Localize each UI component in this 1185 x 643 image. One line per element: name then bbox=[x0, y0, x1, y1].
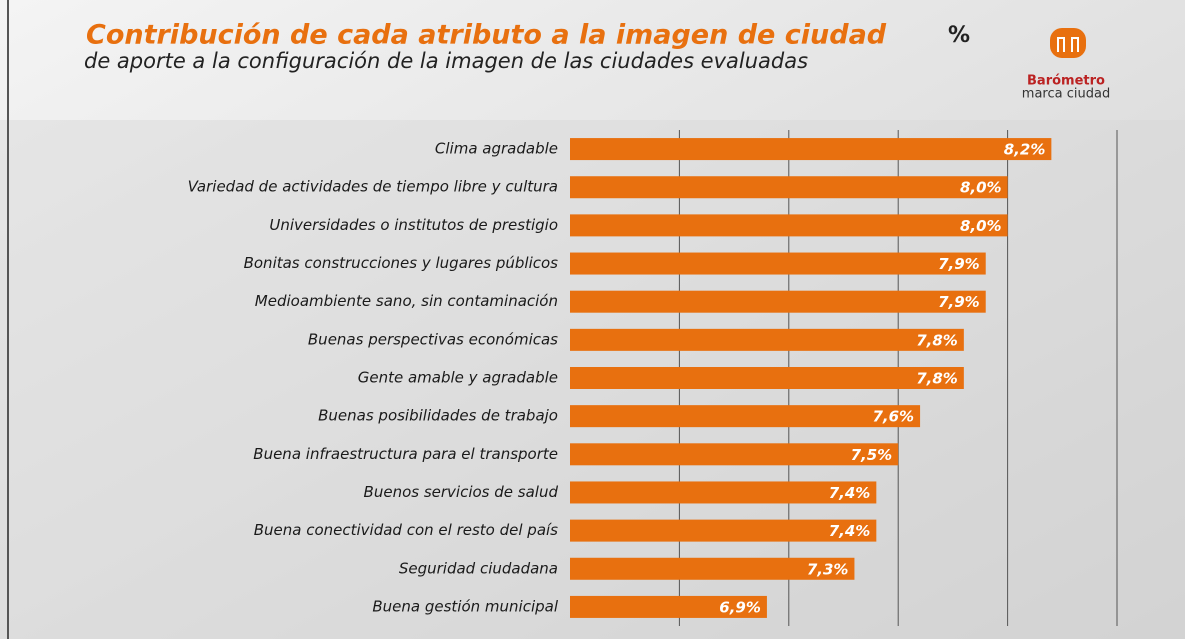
category-label: Buena infraestructura para el transporte bbox=[253, 445, 558, 463]
bar bbox=[570, 214, 1008, 237]
category-label: Bonitas construcciones y lugares público… bbox=[244, 254, 559, 272]
value-label: 8,0% bbox=[960, 179, 1002, 197]
value-label: 8,2% bbox=[1004, 141, 1046, 159]
subtitle-box: de aporte a la configuración de la image… bbox=[84, 50, 809, 73]
value-label: 7,9% bbox=[938, 255, 980, 273]
value-label: 7,6% bbox=[872, 408, 914, 426]
bar bbox=[570, 176, 1008, 199]
category-label: Buenos servicios de salud bbox=[364, 483, 559, 501]
bar bbox=[570, 557, 855, 580]
bar bbox=[570, 595, 767, 618]
category-label: Medioambiente sano, sin contaminación bbox=[255, 292, 558, 310]
bar bbox=[570, 519, 877, 542]
bar bbox=[570, 367, 964, 389]
bar bbox=[570, 252, 986, 275]
bar bbox=[570, 328, 964, 351]
value-label: 7,4% bbox=[829, 522, 871, 540]
category-label: Buenas perspectivas económicas bbox=[308, 330, 558, 348]
bar bbox=[570, 405, 921, 428]
category-label: Variedad de actividades de tiempo libre … bbox=[188, 178, 558, 196]
category-label: Buenas posibilidades de trabajo bbox=[318, 407, 558, 425]
logo-tagline: marca ciudad bbox=[1022, 87, 1110, 102]
chart-title: Contribución de cada atributo a la image… bbox=[86, 20, 887, 51]
logo-name: Barómetro bbox=[1027, 74, 1105, 89]
bar bbox=[570, 138, 1052, 161]
value-label: 7,9% bbox=[938, 293, 980, 311]
category-label: Seguridad ciudadana bbox=[399, 559, 558, 577]
value-label: 6,9% bbox=[719, 598, 761, 616]
chart-subtitle: de aporte a la configuración de la image… bbox=[84, 50, 809, 73]
value-label: 7,3% bbox=[807, 560, 849, 578]
value-label: 7,8% bbox=[916, 331, 958, 349]
category-label: Universidades o institutos de prestigio bbox=[269, 216, 558, 234]
category-label: Buena gestión municipal bbox=[372, 597, 558, 615]
value-label: 7,8% bbox=[916, 370, 958, 388]
category-label: Buena conectividad con el resto del país bbox=[254, 521, 558, 539]
value-label: 7,5% bbox=[851, 446, 893, 464]
bar bbox=[570, 290, 986, 313]
logo-glyph bbox=[1057, 37, 1079, 52]
bar bbox=[570, 443, 899, 466]
value-label: 8,0% bbox=[960, 217, 1002, 235]
logo-icon bbox=[1050, 28, 1086, 58]
bar bbox=[570, 481, 877, 504]
category-label: Gente amable y agradable bbox=[358, 369, 558, 387]
title-unit: % bbox=[948, 23, 970, 48]
value-label: 7,4% bbox=[829, 484, 871, 502]
category-label: Clima agradable bbox=[435, 140, 558, 158]
